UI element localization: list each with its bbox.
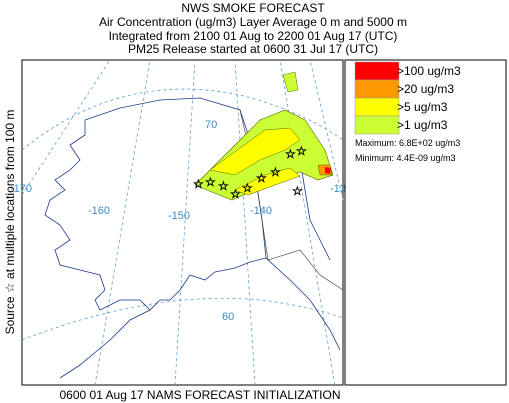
legend-label: >1 ug/m3: [397, 118, 448, 132]
footer: 0600 01 Aug 17 NAMS FORECAST INITIALIZAT…: [60, 388, 341, 402]
graticule: [21, 59, 344, 386]
longitude-label: -140: [250, 205, 272, 217]
svg-text:☆: ☆: [230, 187, 241, 201]
legend-label: >20 ug/m3: [397, 82, 454, 96]
title: NWS SMOKE FORECAST: [181, 1, 325, 15]
subtitle: Air Concentration (ug/m3) Layer Average …: [99, 15, 407, 29]
map-frame: [21, 59, 344, 386]
longitude-label: -160: [88, 205, 110, 217]
subtitle: Integrated from 2100 01 Aug to 2200 01 A…: [109, 29, 398, 43]
longitude-label: -150: [168, 210, 190, 222]
source-markers: ☆ ☆ ☆☆ ☆☆ ☆☆ ☆☆: [193, 144, 307, 202]
lat-lon-labels: -170 -160 -150 -140 -130 70 60: [10, 119, 352, 323]
latitude-label: 70: [205, 119, 217, 131]
legend-minimum: Minimum: 4.4E-09 ug/m3: [355, 153, 456, 163]
legend-swatch: [354, 115, 400, 135]
side-label: Source ☆ at multiple locations from 100 …: [3, 110, 17, 335]
legend-swatch: [354, 79, 400, 99]
svg-text:☆: ☆: [256, 171, 267, 185]
svg-text:☆: ☆: [285, 147, 296, 161]
legend-label: >5 ug/m3: [397, 100, 448, 114]
latitude-label: 60: [222, 311, 234, 323]
svg-text:☆: ☆: [218, 179, 229, 193]
svg-text:☆: ☆: [242, 181, 253, 195]
svg-text:☆: ☆: [193, 177, 204, 191]
longitude-label: -170: [10, 183, 32, 195]
legend: >100 ug/m3 >20 ug/m3 >5 ug/m3 >1 ug/m3: [354, 61, 461, 135]
svg-text:☆: ☆: [292, 184, 303, 198]
legend-maximum: Maximum: 6.8E+02 ug/m3: [355, 138, 460, 148]
svg-text:☆: ☆: [270, 165, 281, 179]
svg-text:☆: ☆: [205, 175, 216, 189]
svg-text:☆: ☆: [296, 144, 307, 158]
legend-swatch: [354, 97, 400, 117]
smoke-plume: [194, 71, 334, 201]
legend-label: >100 ug/m3: [397, 64, 461, 78]
legend-swatch: [354, 61, 400, 81]
subtitle: PM25 Release started at 0600 31 Jul 17 (…: [128, 42, 378, 56]
